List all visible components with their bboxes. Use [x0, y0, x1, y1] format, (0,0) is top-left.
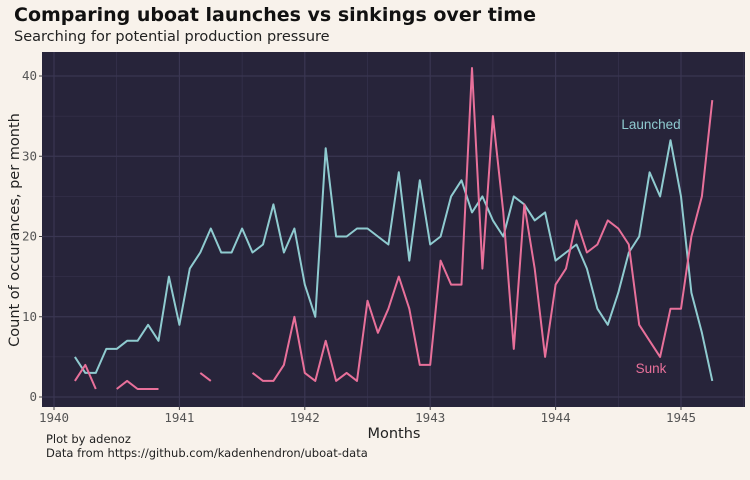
- y-tick-label: 20: [22, 229, 37, 244]
- series-line-launched: [74, 139, 714, 382]
- series-line-sunk: [116, 379, 159, 390]
- series-label-sunk: Sunk: [636, 361, 667, 376]
- chart-title: Comparing uboat launches vs sinkings ove…: [14, 4, 536, 26]
- caption-source: Data from https://github.com/kadenhendro…: [46, 446, 368, 460]
- x-tick-label: 1941: [164, 410, 194, 425]
- x-tick-label: 1943: [415, 410, 445, 425]
- x-axis-title: Months: [367, 426, 420, 442]
- y-axis-title: Count of occurances, per month: [7, 113, 23, 347]
- series-line-sunk: [199, 372, 212, 382]
- x-tick-label: 1942: [290, 410, 320, 425]
- x-tick-label: 1944: [541, 410, 571, 425]
- chart-subtitle: Searching for potential production press…: [14, 29, 330, 45]
- series-line-sunk: [251, 67, 714, 382]
- y-tick-label: 10: [22, 309, 37, 324]
- series-line-sunk: [74, 363, 97, 390]
- y-tick-label: 30: [22, 148, 37, 163]
- y-tick-label: 40: [22, 68, 37, 83]
- series-label-launched: Launched: [621, 117, 680, 132]
- caption-author: Plot by adenoz: [46, 432, 131, 446]
- plot-panel: [42, 52, 745, 407]
- x-tick-label: 1945: [666, 410, 696, 425]
- y-tick-label: 0: [29, 389, 37, 404]
- x-tick-label: 1940: [39, 410, 69, 425]
